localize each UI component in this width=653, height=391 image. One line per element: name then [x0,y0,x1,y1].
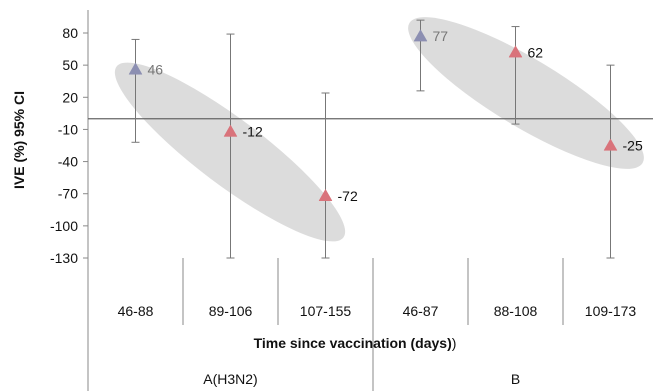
data-point-marker [413,29,428,42]
group-b-highlight-ellipse [408,17,644,169]
group-label: B [511,371,520,387]
y-tick-label: 20 [62,89,78,105]
group-label: A(H3N2) [203,371,257,387]
x-axis-title: Time since vaccination (days)) [254,335,457,351]
y-tick-label: -10 [58,121,78,137]
x-tick-label: 88-108 [494,303,538,319]
data-point-marker [603,138,618,151]
x-axis-title-paren: ) [452,335,457,351]
data-point-marker [318,188,333,201]
x-tick-label: 109-173 [585,303,637,319]
data-point-label: 77 [433,28,449,44]
x-tick-label: 46-88 [118,303,154,319]
x-axis-title-text: Time since vaccination (days) [254,335,452,351]
y-axis-title: IVE (%) 95% CI [11,91,27,189]
y-tick-label: -100 [50,218,78,234]
data-point-label: -72 [338,188,358,204]
data-point-label: 62 [528,44,544,60]
y-tick-label: -40 [58,154,78,170]
data-point-marker [508,45,523,58]
y-tick-label: 50 [62,57,78,73]
data-point-label: 46 [148,61,164,77]
data-point-marker [223,124,238,137]
data-point-label: -12 [243,124,263,140]
y-tick-label: 80 [62,25,78,41]
x-tick-label: 46-87 [403,303,439,319]
data-point-marker [128,62,143,75]
x-tick-label: 107-155 [300,303,352,319]
data-point-label: -25 [623,138,643,154]
y-tick-label: -130 [50,250,78,266]
y-tick-label: -70 [58,186,78,202]
x-tick-label: 89-106 [209,303,253,319]
